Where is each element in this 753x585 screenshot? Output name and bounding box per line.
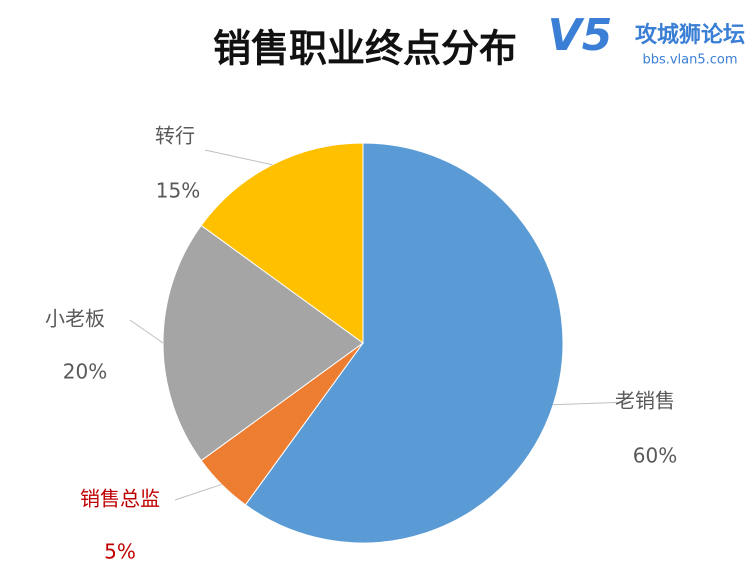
leader-line <box>204 149 273 166</box>
pie-slice <box>200 142 364 344</box>
watermark-url: bbs.vlan5.com <box>642 53 737 68</box>
leader-line <box>553 401 629 406</box>
watermark-logo: V5 <box>548 10 613 61</box>
value-label: 20% <box>63 360 107 384</box>
watermark-title: 攻城狮论坛 <box>635 22 745 48</box>
value-label: 15% <box>156 179 200 203</box>
chart-title: 销售职业终点分布 <box>213 26 517 71</box>
pie-slice <box>162 224 364 462</box>
slice-label: 小老板 <box>45 307 105 331</box>
value-label: 5% <box>104 540 136 564</box>
slice-label: 老销售 <box>615 389 675 413</box>
value-label: 60% <box>633 444 677 468</box>
slice-label: 转行 <box>155 124 195 148</box>
leader-line <box>129 319 164 344</box>
slice-label: 销售总监 <box>80 487 160 511</box>
leader-line <box>174 483 222 501</box>
